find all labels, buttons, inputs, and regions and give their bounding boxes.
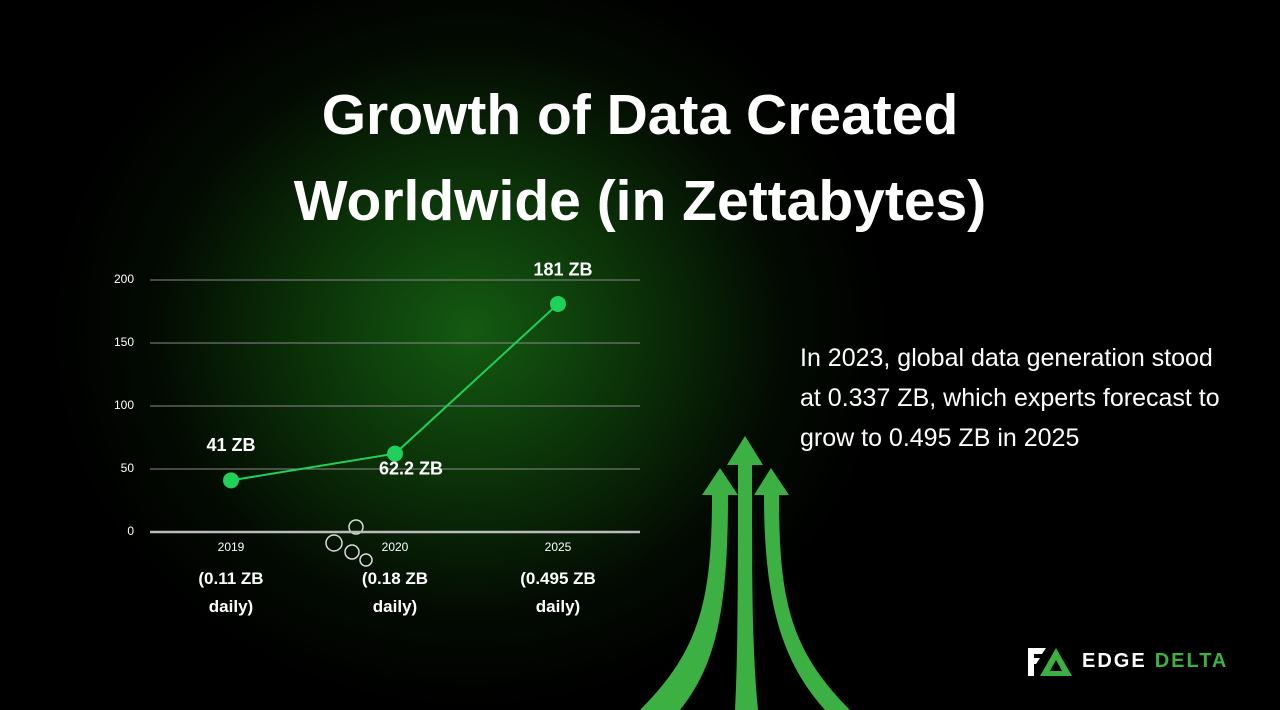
logo-left: EDGE (1082, 649, 1147, 672)
value-label: 62.2 ZB (379, 458, 443, 478)
category-note: (0.495 ZB daily) (520, 569, 596, 616)
category-note: (0.11 ZB daily) (198, 569, 264, 616)
point (387, 445, 403, 462)
y-tick-label: 200 (114, 272, 134, 286)
growth-arrows (640, 436, 850, 710)
y-tick-label: 50 (121, 461, 135, 475)
logo-right: DELTA (1154, 649, 1229, 672)
x-tick-label: 2025 (545, 540, 572, 554)
gear-icons (325, 519, 373, 567)
chart-title: Growth of Data Created Worldwide (in Zet… (293, 83, 987, 233)
y-tick-label: 100 (114, 398, 134, 412)
value-label: 181 ZB (533, 260, 592, 280)
value-label: 41 ZB (206, 435, 255, 455)
logo-icon (1028, 648, 1072, 676)
y-tick-label: 0 (127, 524, 134, 538)
annotation: In 2023, global data generation stood at… (800, 344, 1220, 452)
point (223, 472, 239, 489)
point (550, 295, 566, 312)
category-note: (0.18 ZB daily) (361, 569, 429, 616)
x-tick-label: 2019 (218, 540, 245, 554)
y-tick-label: 150 (114, 335, 134, 349)
x-tick-label: 2020 (382, 540, 409, 554)
logo: EDGE DELTA (1026, 644, 1228, 678)
